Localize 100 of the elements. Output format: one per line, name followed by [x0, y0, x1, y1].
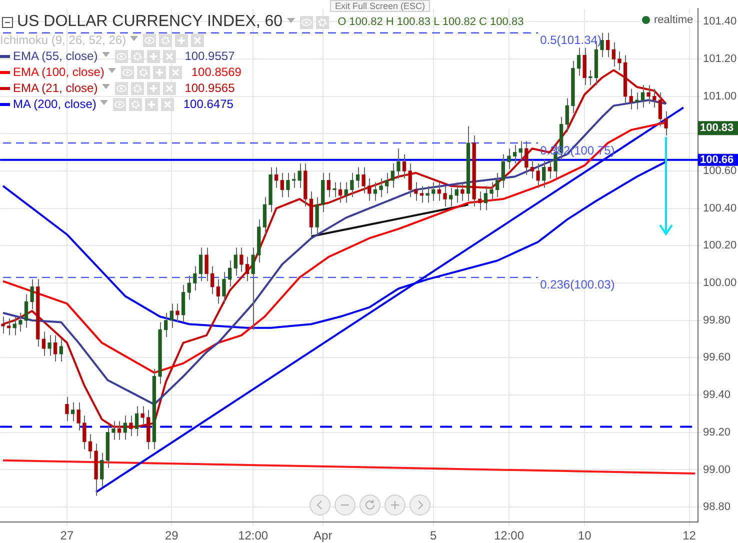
candlestick — [437, 182, 442, 202]
annotation: 0.5(101.34) — [540, 33, 602, 48]
candlestick — [204, 247, 208, 282]
candlestick — [100, 452, 104, 488]
candlestick — [129, 415, 133, 437]
candlestick — [42, 331, 46, 356]
candlestick — [368, 178, 372, 202]
y-tick-label: 99.40 — [703, 389, 731, 402]
candlestick — [408, 163, 412, 198]
candlestick — [234, 247, 238, 276]
candlestick — [576, 47, 581, 76]
candlestick — [448, 187, 453, 207]
annotation: Ichimoku (9, 26, 52, 26) — [0, 32, 126, 48]
candlestick — [443, 185, 447, 207]
legend-label: EMA (100, close) — [13, 64, 104, 80]
candlestick — [70, 402, 75, 422]
candlestick — [379, 178, 383, 198]
candlestick — [6, 318, 11, 336]
x-tick-label: 10 — [578, 528, 592, 543]
candlestick — [356, 166, 360, 188]
candlestick — [460, 182, 464, 202]
candlestick — [54, 334, 58, 362]
candlestick — [251, 247, 255, 330]
candlestick — [198, 247, 203, 282]
candlestick — [542, 159, 546, 188]
y-tick-label: 101.20 — [703, 53, 737, 66]
candlestick — [48, 334, 52, 356]
candlestick — [652, 88, 656, 108]
candlestick — [134, 406, 139, 437]
candlestick — [565, 98, 569, 132]
candlestick — [112, 420, 116, 440]
candlestick — [484, 185, 488, 211]
candlestick — [123, 415, 127, 440]
candlestick — [210, 266, 214, 295]
candlestick — [524, 140, 528, 176]
x-tick-label: 12 — [682, 528, 696, 543]
candlestick — [176, 303, 180, 323]
candlestick — [496, 172, 500, 198]
y-tick-label: 101.40 — [703, 16, 737, 28]
candlestick — [396, 148, 400, 179]
candlestick — [18, 312, 22, 332]
candlestick — [228, 260, 232, 288]
candlestick — [315, 196, 319, 235]
x-tick-label: 27 — [60, 528, 74, 543]
candlestick — [385, 172, 389, 194]
x-tick-label: Apr — [314, 528, 332, 543]
candlestick — [170, 303, 174, 328]
candlestick — [536, 163, 540, 188]
candlestick — [187, 275, 191, 300]
y-tick-label: 101.00 — [703, 90, 737, 102]
annotation: realtime — [654, 14, 694, 26]
candlestick — [1, 316, 5, 334]
candlestick — [193, 266, 197, 292]
candlestick — [82, 415, 86, 450]
y-tick-label: 100.00 — [703, 277, 737, 290]
candlestick — [426, 185, 430, 204]
candlestick — [140, 406, 144, 426]
candlestick — [222, 271, 226, 304]
annotation: 100.9557 — [184, 48, 235, 64]
ref-line-label: 100.66 — [700, 154, 734, 166]
candlestick — [658, 92, 662, 127]
annotation: 100.83 — [700, 122, 734, 134]
candlestick — [507, 148, 511, 170]
candlestick — [298, 163, 302, 188]
candlestick — [88, 434, 92, 460]
candlestick — [600, 32, 604, 58]
candlestick — [245, 256, 250, 282]
candlestick — [478, 191, 482, 211]
x-tick-label: 29 — [164, 528, 179, 543]
x-tick-label: 12:00 — [494, 528, 524, 543]
annotation: 100.6475 — [183, 96, 234, 112]
candlestick — [512, 144, 517, 164]
candlestick — [326, 172, 331, 198]
candlestick — [216, 278, 220, 304]
candlestick — [30, 278, 34, 310]
candlestick — [629, 88, 633, 110]
candlestick — [618, 51, 622, 71]
candlestick — [664, 110, 668, 136]
candlestick — [548, 159, 552, 179]
candlestick — [373, 182, 378, 202]
annotation: 100.9565 — [184, 80, 235, 96]
candlestick — [646, 84, 650, 104]
y-tick-label: 98.80 — [703, 501, 731, 514]
candlestick — [24, 294, 28, 328]
candlestick — [390, 163, 394, 188]
candlestick — [454, 182, 458, 204]
candlestick — [490, 182, 494, 202]
candlestick — [432, 182, 436, 202]
y-tick-label: 100.40 — [703, 202, 737, 214]
candlestick — [181, 284, 186, 323]
candlestick — [240, 247, 244, 272]
legend-label: EMA (55, close) — [13, 48, 98, 64]
candlestick — [582, 47, 586, 86]
candlestick — [501, 154, 505, 188]
annotation: Exit Full Screen (ESC) — [330, 0, 430, 12]
candlestick — [344, 182, 348, 204]
candlestick — [530, 159, 534, 179]
candlestick — [402, 154, 406, 179]
candlestick — [420, 185, 424, 204]
chart-title: US DOLLAR CURRENCY INDEX, 60 — [17, 13, 283, 31]
